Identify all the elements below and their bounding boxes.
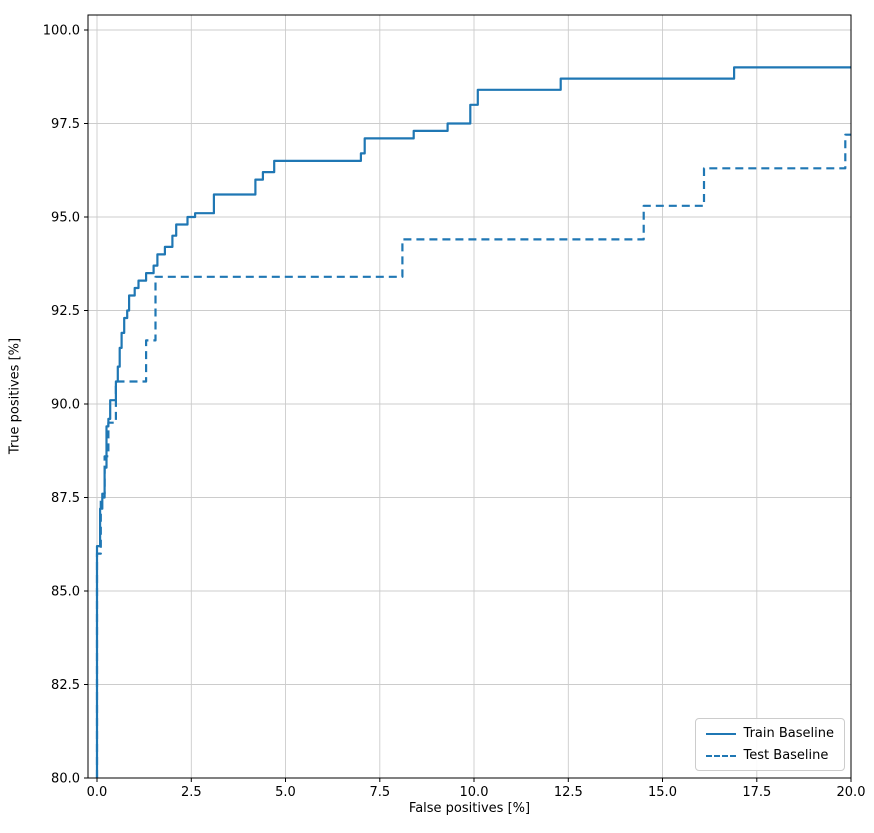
svg-text:15.0: 15.0 [648,785,677,800]
svg-text:95.0: 95.0 [51,211,80,226]
svg-text:0.0: 0.0 [87,785,108,800]
svg-text:17.5: 17.5 [742,785,771,800]
legend-label-test: Test Baseline [743,748,829,763]
svg-text:90.0: 90.0 [51,398,80,413]
svg-text:97.5: 97.5 [51,117,80,132]
y-axis-label: True positives [%] [7,337,23,455]
svg-text:100.0: 100.0 [43,24,80,39]
svg-text:85.0: 85.0 [51,585,80,600]
svg-text:10.0: 10.0 [460,785,489,800]
test-baseline-line-sample-icon [705,754,736,757]
svg-text:20.0: 20.0 [837,785,866,800]
svg-text:2.5: 2.5 [181,785,202,800]
legend: Train Baseline Test Baseline [694,718,845,771]
svg-text:92.5: 92.5 [51,304,80,319]
x-axis-label: False positives [%] [408,801,531,816]
train-baseline-line-sample-icon [705,732,736,735]
legend-item-train: Train Baseline [705,726,834,741]
svg-text:82.5: 82.5 [51,678,80,693]
svg-text:5.0: 5.0 [275,785,296,800]
svg-text:87.5: 87.5 [51,491,80,506]
svg-text:80.0: 80.0 [51,772,80,787]
legend-label-train: Train Baseline [743,726,834,741]
svg-text:7.5: 7.5 [369,785,390,800]
svg-text:12.5: 12.5 [554,785,583,800]
legend-item-test: Test Baseline [705,748,834,763]
